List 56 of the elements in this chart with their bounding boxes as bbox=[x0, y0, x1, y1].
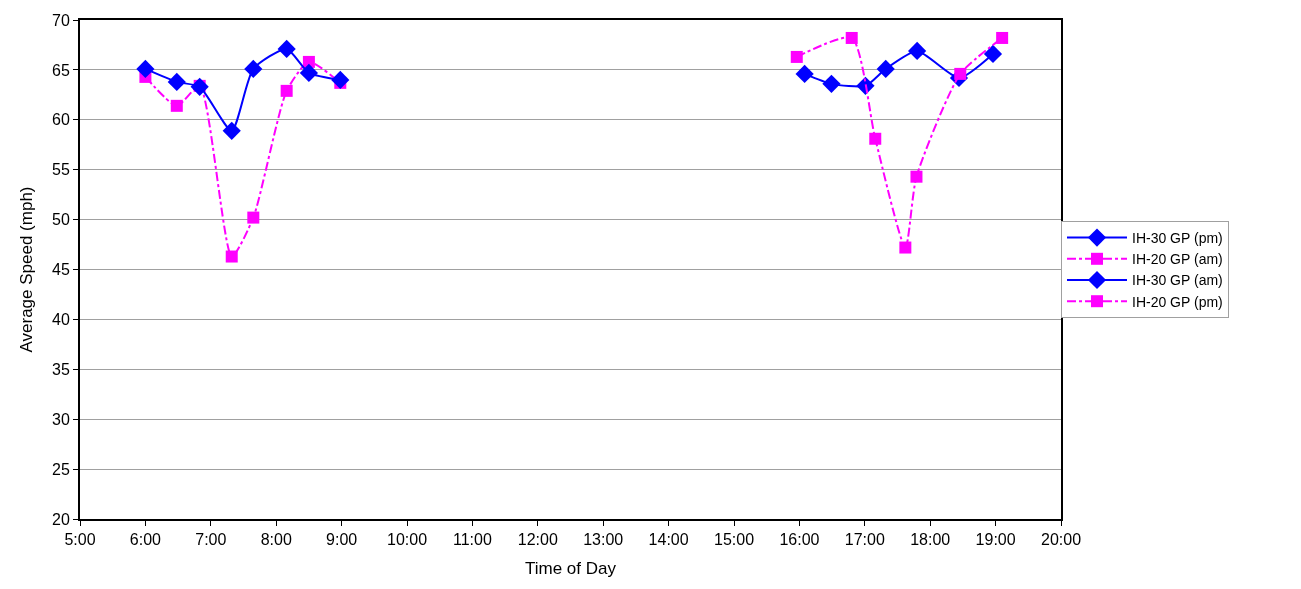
x-tick-label: 16:00 bbox=[779, 531, 820, 549]
point bbox=[876, 59, 895, 78]
x-tick-label: 6:00 bbox=[129, 531, 162, 549]
point bbox=[908, 41, 927, 61]
point bbox=[244, 59, 263, 78]
point bbox=[845, 31, 858, 44]
x-tick-label: 18:00 bbox=[910, 531, 951, 549]
y-tick-label: 20 bbox=[52, 510, 70, 528]
point bbox=[983, 44, 1003, 64]
point bbox=[996, 31, 1009, 44]
x-tick-label: 9:00 bbox=[326, 531, 358, 549]
y-tick-label: 55 bbox=[52, 161, 70, 179]
y-tick-label: 35 bbox=[52, 360, 70, 378]
point bbox=[899, 241, 912, 254]
y-tick-label: 30 bbox=[52, 410, 70, 428]
y-axis-title: Average Speed (mph) bbox=[17, 186, 37, 353]
legend-label: IH-30 GP (am) bbox=[1132, 272, 1223, 289]
x-tick-label: 11:00 bbox=[452, 531, 492, 549]
y-tick-label: 40 bbox=[52, 311, 70, 328]
point bbox=[331, 70, 350, 89]
point bbox=[822, 74, 841, 93]
point bbox=[280, 84, 293, 97]
legend-label: IH-20 GP (am) bbox=[1132, 251, 1223, 268]
x-tick-label: 13:00 bbox=[583, 531, 624, 549]
x-tick-label: 8:00 bbox=[260, 531, 292, 549]
x-tick-label: 15:00 bbox=[713, 531, 755, 549]
y-tick-label: 65 bbox=[52, 61, 70, 79]
x-tick-label: 5:00 bbox=[64, 531, 96, 549]
point bbox=[167, 72, 186, 91]
point bbox=[222, 121, 241, 140]
point bbox=[790, 50, 803, 63]
point bbox=[299, 63, 318, 82]
x-tick-label: 19:00 bbox=[975, 531, 1016, 549]
point bbox=[795, 64, 814, 83]
y-tick-label: 25 bbox=[52, 460, 70, 478]
y-tick-label: 45 bbox=[52, 261, 70, 279]
point bbox=[136, 59, 155, 78]
x-tick-label: 17:00 bbox=[844, 531, 885, 549]
point bbox=[869, 132, 882, 145]
y-tick-label: 70 bbox=[52, 11, 70, 29]
y-tick-label: 50 bbox=[52, 211, 70, 229]
x-tick-label: 7:00 bbox=[195, 531, 227, 549]
point bbox=[247, 211, 260, 224]
point bbox=[277, 39, 296, 59]
point bbox=[225, 250, 238, 263]
x-tick-label: 14:00 bbox=[648, 531, 689, 549]
point bbox=[170, 99, 183, 112]
y-tick-label: 60 bbox=[52, 111, 70, 129]
point bbox=[190, 77, 209, 96]
x-tick-label: 10:00 bbox=[386, 531, 428, 549]
legend-label: IH-30 GP (pm) bbox=[1132, 230, 1223, 247]
x-axis-title: Time of Day bbox=[524, 559, 617, 579]
x-tick-label: 12:00 bbox=[517, 531, 558, 549]
legend-label: IH-20 GP (pm) bbox=[1132, 293, 1223, 310]
point bbox=[910, 170, 923, 183]
x-tick-label: 20:00 bbox=[1040, 531, 1082, 549]
